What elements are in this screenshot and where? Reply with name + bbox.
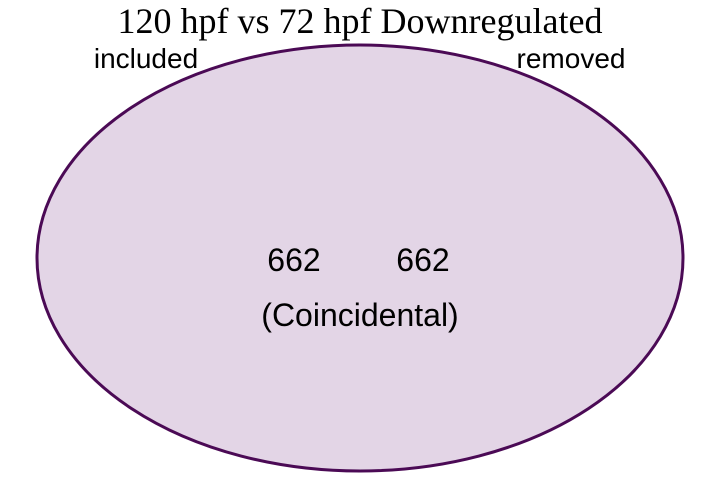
coincident-set-ellipse — [35, 43, 685, 473]
set-label-removed: removed — [517, 43, 626, 74]
count-included: 662 — [267, 242, 320, 278]
set-label-included: included — [94, 43, 198, 74]
diagram-title: 120 hpf vs 72 hpf Downregulated — [118, 1, 603, 41]
count-removed: 662 — [396, 242, 449, 278]
relation-note: (Coincidental) — [261, 297, 458, 333]
